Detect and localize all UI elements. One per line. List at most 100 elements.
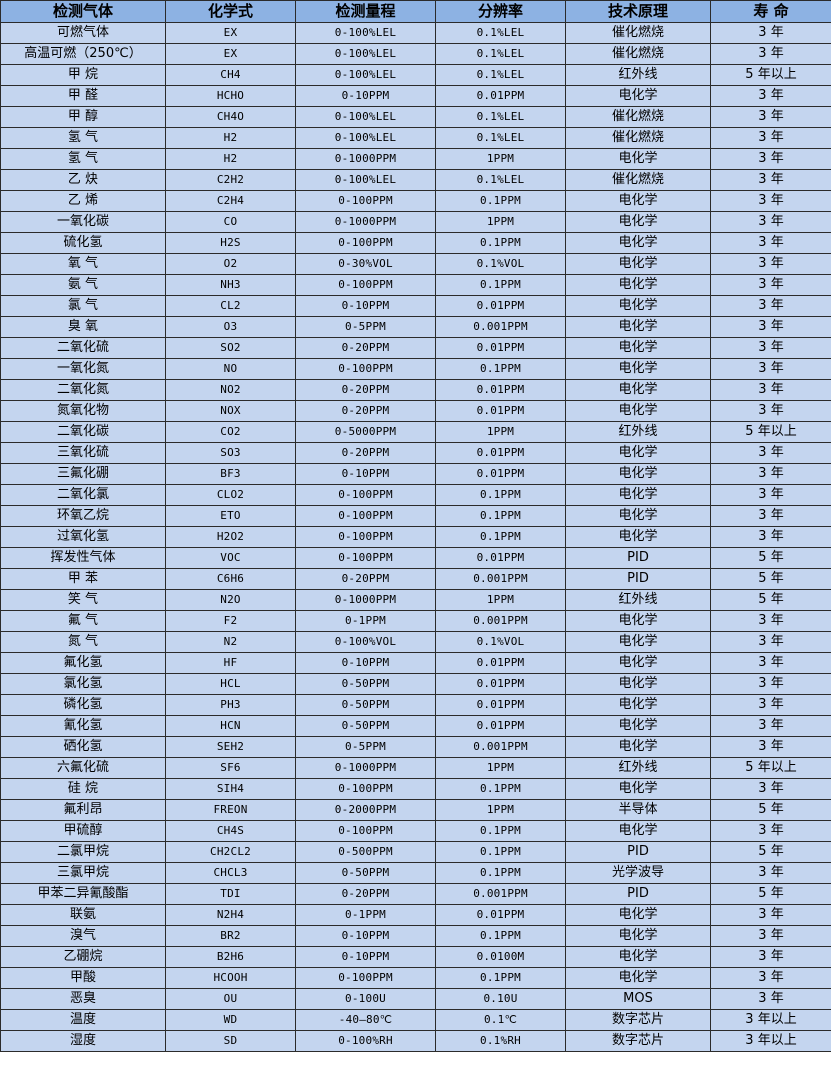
column-header-gas: 检测气体 [0, 0, 166, 23]
cell-formula: HCHO [165, 85, 296, 107]
table-row: 硅 烷 SIH4 0-100PPM 0.1PPM 电化学 3 年 [0, 778, 831, 800]
cell-life: 5 年 [710, 883, 831, 905]
table-header-row: 检测气体 化学式 检测量程 分辨率 技术原理 寿 命 [0, 0, 831, 23]
cell-gas: 氯 气 [0, 295, 166, 317]
table-row: 甲酸 HCOOH 0-100PPM 0.1PPM 电化学 3 年 [0, 967, 831, 989]
cell-gas: 三氧化硫 [0, 442, 166, 464]
cell-gas: 可燃气体 [0, 22, 166, 44]
cell-life: 5 年 [710, 547, 831, 569]
cell-tech: 红外线 [565, 64, 711, 86]
column-header-lifespan: 寿 命 [710, 0, 831, 23]
cell-tech: 电化学 [565, 631, 711, 653]
table-row: 硒化氢 SEH2 0-5PPM 0.001PPM 电化学 3 年 [0, 736, 831, 758]
cell-gas: 乙 烯 [0, 190, 166, 212]
cell-tech: PID [565, 568, 711, 590]
cell-life: 3 年 [710, 610, 831, 632]
table-row: 甲 醛 HCHO 0-10PPM 0.01PPM 电化学 3 年 [0, 85, 831, 107]
cell-tech: 催化燃烧 [565, 43, 711, 65]
cell-range: 0-10PPM [295, 463, 436, 485]
table-row: 磷化氢 PH3 0-50PPM 0.01PPM 电化学 3 年 [0, 694, 831, 716]
cell-tech: PID [565, 547, 711, 569]
cell-res: 0.1PPM [435, 526, 566, 548]
cell-res: 0.1PPM [435, 190, 566, 212]
cell-gas: 氨 气 [0, 274, 166, 296]
cell-range: 0-50PPM [295, 694, 436, 716]
table-row: 三氯甲烷 CHCL3 0-50PPM 0.1PPM 光学波导 3 年 [0, 862, 831, 884]
table-row: 笑 气 N2O 0-1000PPM 1PPM 红外线 5 年 [0, 589, 831, 611]
cell-res: 0.001PPM [435, 316, 566, 338]
cell-formula: WD [165, 1009, 296, 1031]
cell-res: 0.1PPM [435, 820, 566, 842]
cell-res: 0.1PPM [435, 778, 566, 800]
cell-tech: 电化学 [565, 694, 711, 716]
cell-gas: 甲 烷 [0, 64, 166, 86]
cell-life: 3 年 [710, 295, 831, 317]
cell-formula: C2H4 [165, 190, 296, 212]
cell-formula: H2 [165, 127, 296, 149]
table-row: 过氧化氢 H2O2 0-100PPM 0.1PPM 电化学 3 年 [0, 526, 831, 548]
table-row: 恶臭 OU 0-100U 0.10U MOS 3 年 [0, 988, 831, 1010]
cell-tech: 电化学 [565, 379, 711, 401]
cell-res: 1PPM [435, 757, 566, 779]
table-row: 乙 炔 C2H2 0-100%LEL 0.1%LEL 催化燃烧 3 年 [0, 169, 831, 191]
cell-range: 0-20PPM [295, 379, 436, 401]
table-row: 温度 WD -40—80℃ 0.1℃ 数字芯片 3 年以上 [0, 1009, 831, 1031]
cell-range: 0-1PPM [295, 610, 436, 632]
cell-res: 0.01PPM [435, 673, 566, 695]
cell-range: 0-100PPM [295, 967, 436, 989]
cell-life: 3 年 [710, 988, 831, 1010]
cell-tech: 光学波导 [565, 862, 711, 884]
cell-res: 0.01PPM [435, 400, 566, 422]
table-row: 可燃气体 EX 0-100%LEL 0.1%LEL 催化燃烧 3 年 [0, 22, 831, 44]
cell-formula: SO2 [165, 337, 296, 359]
table-row: 六氟化硫 SF6 0-1000PPM 1PPM 红外线 5 年以上 [0, 757, 831, 779]
cell-range: 0-1000PPM [295, 148, 436, 170]
cell-life: 3 年 [710, 316, 831, 338]
cell-tech: 数字芯片 [565, 1009, 711, 1031]
cell-formula: CH4 [165, 64, 296, 86]
table-row: 湿度 SD 0-100%RH 0.1%RH 数字芯片 3 年以上 [0, 1030, 831, 1052]
cell-gas: 氰化氢 [0, 715, 166, 737]
cell-life: 3 年 [710, 904, 831, 926]
table-row: 甲硫醇 CH4S 0-100PPM 0.1PPM 电化学 3 年 [0, 820, 831, 842]
cell-range: 0-20PPM [295, 883, 436, 905]
table-row: 氮 气 N2 0-100%VOL 0.1%VOL 电化学 3 年 [0, 631, 831, 653]
cell-life: 3 年 [710, 736, 831, 758]
cell-range: 0-5PPM [295, 316, 436, 338]
table-row: 氰化氢 HCN 0-50PPM 0.01PPM 电化学 3 年 [0, 715, 831, 737]
table-row: 氯化氢 HCL 0-50PPM 0.01PPM 电化学 3 年 [0, 673, 831, 695]
cell-formula: PH3 [165, 694, 296, 716]
cell-range: 0-20PPM [295, 568, 436, 590]
cell-life: 5 年 [710, 589, 831, 611]
cell-range: 0-100%RH [295, 1030, 436, 1052]
cell-formula: NH3 [165, 274, 296, 296]
cell-tech: 电化学 [565, 463, 711, 485]
table-row: 氮氧化物 NOX 0-20PPM 0.01PPM 电化学 3 年 [0, 400, 831, 422]
cell-formula: SO3 [165, 442, 296, 464]
cell-range: 0-100%LEL [295, 169, 436, 191]
cell-formula: C2H2 [165, 169, 296, 191]
cell-range: 0-10PPM [295, 85, 436, 107]
cell-formula: H2 [165, 148, 296, 170]
cell-life: 5 年以上 [710, 421, 831, 443]
cell-res: 0.01PPM [435, 652, 566, 674]
cell-gas: 一氧化氮 [0, 358, 166, 380]
cell-life: 3 年 [710, 946, 831, 968]
cell-formula: FREON [165, 799, 296, 821]
cell-life: 3 年 [710, 862, 831, 884]
cell-tech: 电化学 [565, 148, 711, 170]
cell-life: 3 年 [710, 253, 831, 275]
cell-res: 0.001PPM [435, 568, 566, 590]
cell-life: 3 年 [710, 358, 831, 380]
table-row: 乙 烯 C2H4 0-100PPM 0.1PPM 电化学 3 年 [0, 190, 831, 212]
cell-res: 0.1%LEL [435, 43, 566, 65]
cell-res: 0.1%LEL [435, 64, 566, 86]
cell-gas: 三氟化硼 [0, 463, 166, 485]
cell-formula: N2H4 [165, 904, 296, 926]
cell-res: 0.1PPM [435, 484, 566, 506]
table-row: 甲 苯 C6H6 0-20PPM 0.001PPM PID 5 年 [0, 568, 831, 590]
table-row: 乙硼烷 B2H6 0-10PPM 0.0100M 电化学 3 年 [0, 946, 831, 968]
cell-range: 0-20PPM [295, 337, 436, 359]
table-row: 挥发性气体 VOC 0-100PPM 0.01PPM PID 5 年 [0, 547, 831, 569]
cell-tech: 电化学 [565, 295, 711, 317]
